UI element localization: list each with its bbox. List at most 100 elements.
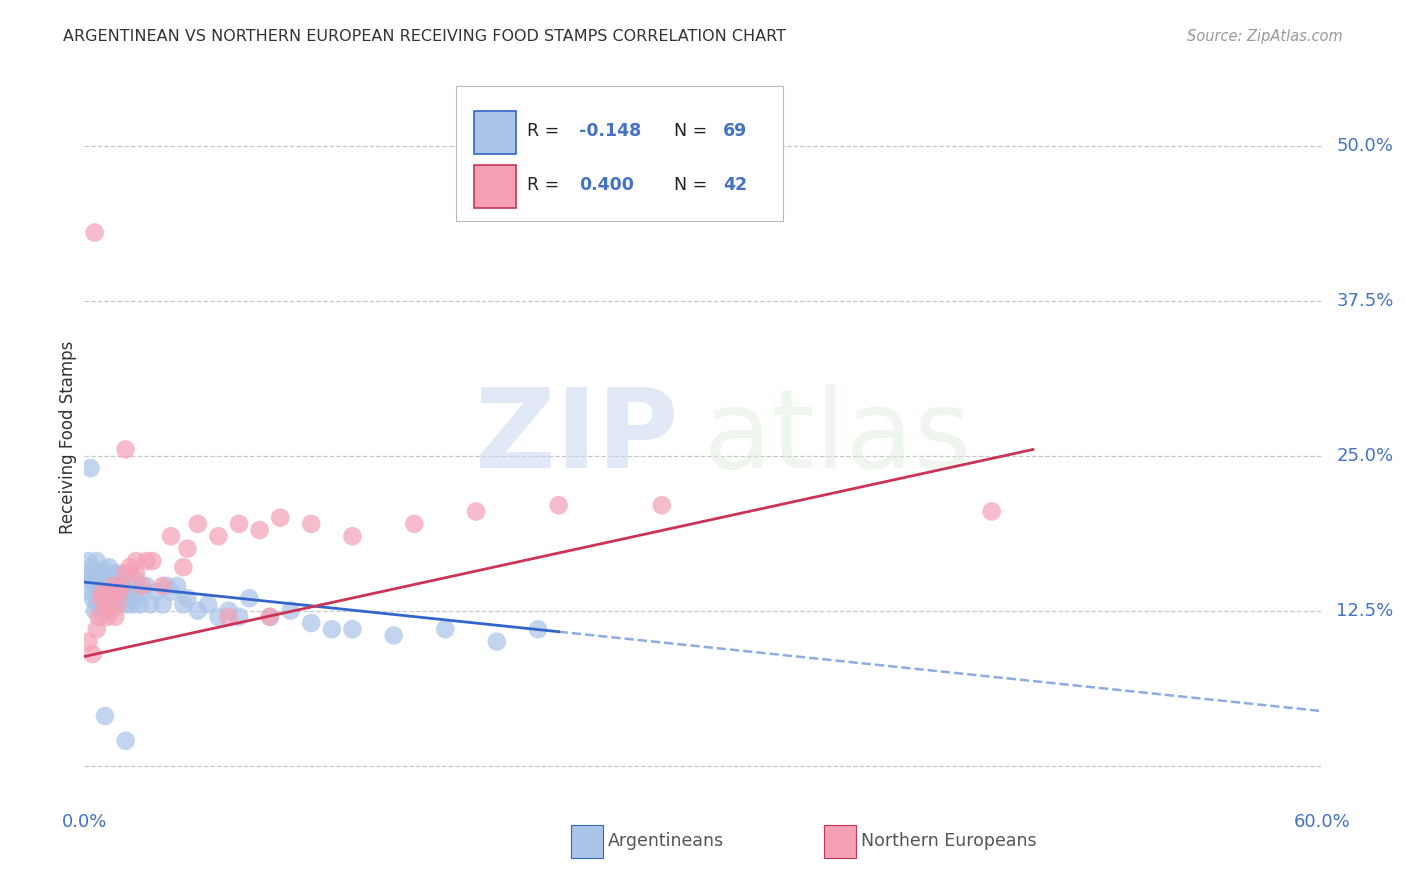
Point	[83, 579, 105, 593]
Point	[87, 610, 110, 624]
Point	[125, 573, 148, 587]
Point	[321, 622, 343, 636]
Point	[122, 591, 145, 606]
Point	[152, 579, 174, 593]
FancyBboxPatch shape	[824, 825, 856, 858]
Point	[94, 604, 117, 618]
Text: 50.0%: 50.0%	[1337, 136, 1393, 154]
FancyBboxPatch shape	[474, 165, 516, 208]
Point	[114, 734, 136, 748]
Point	[98, 585, 121, 599]
Point	[91, 591, 114, 606]
Point	[96, 610, 118, 624]
Text: 12.5%: 12.5%	[1337, 601, 1393, 620]
Text: 0.400: 0.400	[579, 176, 634, 194]
Point	[100, 604, 122, 618]
Point	[82, 560, 104, 574]
Point	[91, 585, 114, 599]
Point	[176, 541, 198, 556]
Text: -0.148: -0.148	[579, 122, 641, 140]
Point	[228, 516, 250, 531]
Point	[207, 529, 229, 543]
Point	[82, 591, 104, 606]
Point	[83, 604, 105, 618]
Point	[187, 516, 209, 531]
Point	[152, 598, 174, 612]
Point	[269, 510, 291, 524]
Text: Northern Europeans: Northern Europeans	[862, 832, 1038, 850]
Point	[100, 598, 122, 612]
Point	[103, 585, 125, 599]
Point	[96, 579, 118, 593]
Point	[98, 560, 121, 574]
Point	[98, 591, 121, 606]
Point	[404, 516, 426, 531]
Point	[166, 579, 188, 593]
Text: 69: 69	[723, 122, 747, 140]
Point	[135, 554, 157, 568]
Point	[108, 585, 131, 599]
Point	[172, 560, 194, 574]
Point	[105, 598, 128, 612]
Point	[259, 610, 281, 624]
Text: atlas: atlas	[703, 384, 972, 491]
Text: ARGENTINEAN VS NORTHERN EUROPEAN RECEIVING FOOD STAMPS CORRELATION CHART: ARGENTINEAN VS NORTHERN EUROPEAN RECEIVI…	[63, 29, 786, 44]
Point	[75, 566, 97, 581]
Point	[103, 566, 125, 581]
Point	[238, 591, 260, 606]
Point	[299, 615, 322, 630]
Point	[94, 598, 117, 612]
Point	[342, 529, 364, 543]
Point	[197, 598, 219, 612]
Point	[342, 622, 364, 636]
Point	[96, 598, 118, 612]
Point	[139, 598, 162, 612]
Point	[121, 598, 143, 612]
Point	[228, 610, 250, 624]
Point	[108, 566, 131, 581]
Point	[172, 598, 194, 612]
Point	[207, 610, 229, 624]
Point	[114, 566, 136, 581]
FancyBboxPatch shape	[474, 112, 516, 154]
Point	[131, 579, 153, 593]
Point	[187, 604, 209, 618]
Point	[135, 579, 157, 593]
Point	[465, 504, 488, 518]
Point	[110, 579, 132, 593]
Point	[485, 634, 508, 648]
Text: R =: R =	[527, 122, 565, 140]
Point	[145, 585, 167, 599]
Point	[79, 461, 101, 475]
Point	[94, 585, 117, 599]
Point	[118, 585, 141, 599]
Point	[114, 442, 136, 457]
Text: Argentineans: Argentineans	[607, 832, 724, 850]
Point	[112, 591, 135, 606]
Point	[980, 504, 1002, 518]
Text: ZIP: ZIP	[475, 384, 678, 491]
Point	[77, 554, 100, 568]
Point	[382, 628, 405, 642]
Point	[105, 585, 128, 599]
Text: 42: 42	[723, 176, 747, 194]
Point	[218, 604, 240, 618]
Point	[434, 622, 457, 636]
Point	[90, 598, 112, 612]
Point	[79, 566, 101, 581]
Point	[94, 563, 117, 577]
Point	[91, 566, 114, 581]
Point	[90, 579, 112, 593]
Point	[110, 579, 132, 593]
Point	[83, 226, 105, 240]
Point	[218, 610, 240, 624]
Point	[125, 566, 148, 581]
Point	[104, 610, 127, 624]
Y-axis label: Receiving Food Stamps: Receiving Food Stamps	[59, 341, 77, 533]
Point	[118, 560, 141, 574]
Point	[94, 709, 117, 723]
Point	[117, 579, 139, 593]
Point	[280, 604, 302, 618]
Point	[86, 554, 108, 568]
Point	[249, 523, 271, 537]
